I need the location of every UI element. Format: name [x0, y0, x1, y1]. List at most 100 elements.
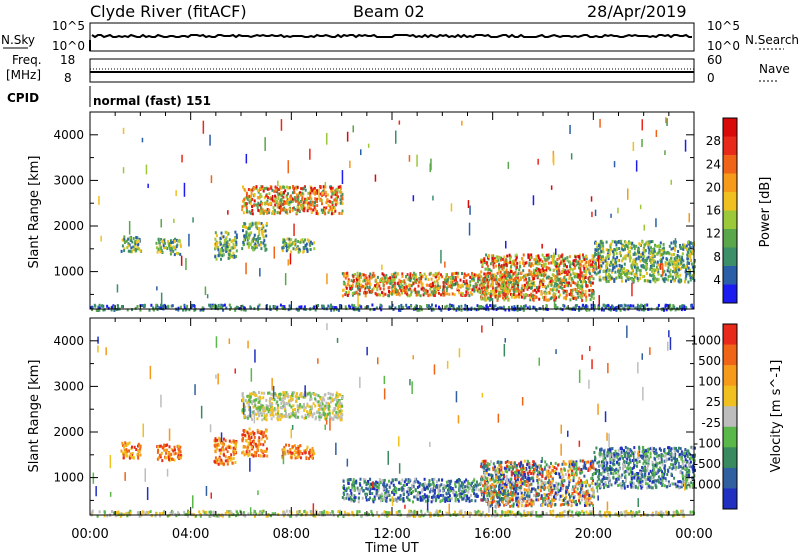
echo-cell [208, 510, 211, 514]
echo-cell [530, 286, 532, 290]
echo-cell [665, 251, 668, 255]
echo-cell [186, 512, 189, 516]
echo-cell [676, 254, 679, 257]
echo-cell [318, 188, 320, 201]
echo-cell [602, 261, 605, 265]
echo-cell [577, 295, 580, 299]
echo-cell [308, 405, 311, 409]
echo-cell [393, 281, 396, 285]
echo-cell [640, 253, 643, 256]
echo-cell [501, 275, 504, 279]
echo-cell [329, 511, 332, 515]
echo-cell [649, 273, 651, 277]
echo-cell [251, 402, 254, 405]
echo-cell [247, 188, 250, 191]
echo-cell [248, 226, 251, 230]
echo-cell [401, 285, 404, 289]
echo-cell [312, 203, 315, 207]
echo-cell [236, 306, 239, 309]
echo-cell [528, 273, 531, 276]
echo-cell [603, 304, 606, 308]
echo-cell [283, 445, 286, 449]
echo-cell [257, 208, 260, 212]
echo-cell [520, 287, 523, 291]
echo-cell [560, 260, 563, 264]
echo-cell [559, 511, 562, 515]
echo-cell [514, 512, 517, 516]
echo-cell [381, 291, 383, 295]
echo-cell [543, 264, 546, 268]
echo-cell [254, 242, 257, 246]
echo-cell [316, 197, 318, 201]
echo-cell [139, 444, 142, 448]
echo-cell [235, 243, 238, 247]
echo-cell [545, 268, 548, 272]
echo-cell [631, 241, 634, 245]
echo-cell [516, 265, 518, 269]
echo-cell [571, 268, 574, 272]
echo-cell [139, 249, 142, 253]
echo-cell [220, 231, 223, 235]
echo-cell [255, 237, 258, 241]
echo-cell [297, 445, 300, 448]
echo-cell [435, 290, 438, 294]
echo-cell [672, 510, 675, 514]
echo-cell [600, 264, 603, 268]
echo-cell [122, 453, 125, 457]
echo-cell [161, 511, 164, 515]
echo-cell [555, 514, 558, 518]
echo-cell [475, 511, 477, 515]
echo-cell [339, 393, 342, 397]
echo-cell [281, 249, 284, 253]
echo-cell [690, 242, 693, 245]
echo-cell [588, 512, 591, 516]
echo-cell [594, 209, 597, 217]
echo-cell [356, 284, 359, 288]
echo-cell [623, 262, 626, 266]
echo-cell [460, 304, 463, 308]
echo-cell [689, 250, 692, 254]
echo-cell [526, 306, 529, 310]
echo-cell [300, 199, 302, 203]
echo-cell [398, 305, 400, 309]
echo-cell [689, 241, 691, 249]
echo-cell [547, 261, 550, 265]
echo-cell [447, 284, 450, 288]
echo-cell [486, 306, 489, 310]
echo-cell [199, 308, 202, 312]
echo-cell [323, 206, 326, 210]
echo-cell [179, 252, 182, 256]
echo-cell [130, 246, 133, 250]
echo-cell [460, 293, 463, 297]
echo-cell [600, 257, 603, 261]
echo-cell [167, 242, 170, 246]
echo-cell [557, 254, 560, 258]
echo-cell [563, 285, 566, 288]
echo-cell [657, 272, 660, 276]
echo-cell [588, 289, 591, 293]
echo-cell [608, 511, 611, 514]
echo-cell [653, 249, 656, 253]
echo-cell [690, 304, 693, 308]
echo-cell [478, 278, 481, 282]
echo-cell [503, 294, 506, 298]
echo-cell [157, 456, 160, 460]
echo-cell [428, 283, 431, 287]
echo-cell [601, 306, 604, 310]
echo-cell [412, 281, 415, 285]
echo-cell [486, 285, 489, 289]
echo-cell [562, 261, 565, 265]
echo-cell [610, 213, 612, 218]
echo-cell [113, 308, 116, 312]
echo-cell [661, 258, 663, 266]
echo-cell [494, 259, 497, 263]
echo-cell [366, 283, 369, 287]
echo-cell [205, 510, 208, 514]
echo-cell [229, 456, 232, 460]
echo-cell [688, 213, 690, 223]
echo-cell [381, 512, 384, 516]
echo-cell [665, 308, 668, 312]
echo-cell [330, 186, 332, 190]
echo-cell [642, 254, 645, 257]
echo-cell [435, 285, 438, 289]
